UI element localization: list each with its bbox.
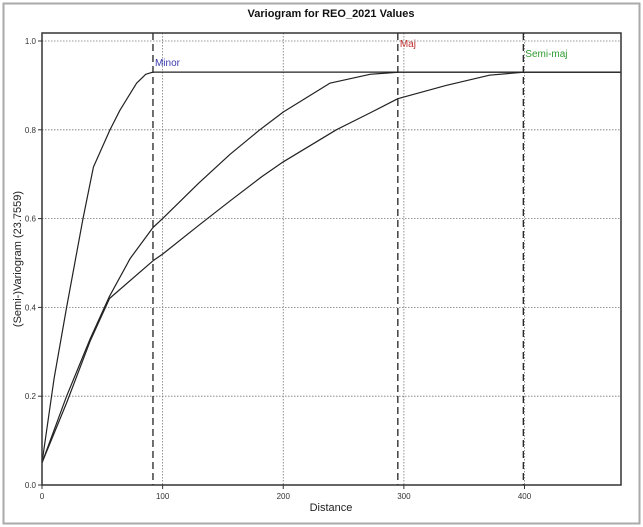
y-tick-label: 0.4 [25,303,37,312]
plot-area [41,32,622,486]
series-lines [41,71,621,464]
y-tick-label: 0.8 [25,126,37,135]
x-tick-label: 300 [397,492,411,501]
x-tick-label: 400 [518,492,532,501]
grid-lines [42,33,621,485]
x-tick-label: 0 [40,492,45,501]
range-label-maj: Maj [400,39,416,50]
range-markers: Minor Maj Semi-maj [152,33,568,485]
x-tick-label: 200 [277,492,291,501]
y-tick-label: 0.6 [25,215,37,224]
y-tick-label: 1.0 [25,37,37,46]
chart-title: Variogram for REO_2021 Values [248,8,415,20]
axis-ticks: 0 100 200 300 400 0.0 0.2 0.4 0.6 0.8 1.0 [25,37,532,501]
y-tick-label: 0.0 [25,481,37,490]
series-line-maj [41,71,621,464]
x-axis-label: Distance [310,502,353,514]
range-label-semi-maj: Semi-maj [525,49,567,60]
y-axis-label: (Semi-)Variogram (23.7559) [12,191,24,327]
y-tick-label: 0.2 [25,392,37,401]
range-label-minor: Minor [155,58,181,69]
series-line-minor [41,71,621,463]
series-line-semi-maj [41,71,621,464]
x-tick-label: 100 [156,492,170,501]
